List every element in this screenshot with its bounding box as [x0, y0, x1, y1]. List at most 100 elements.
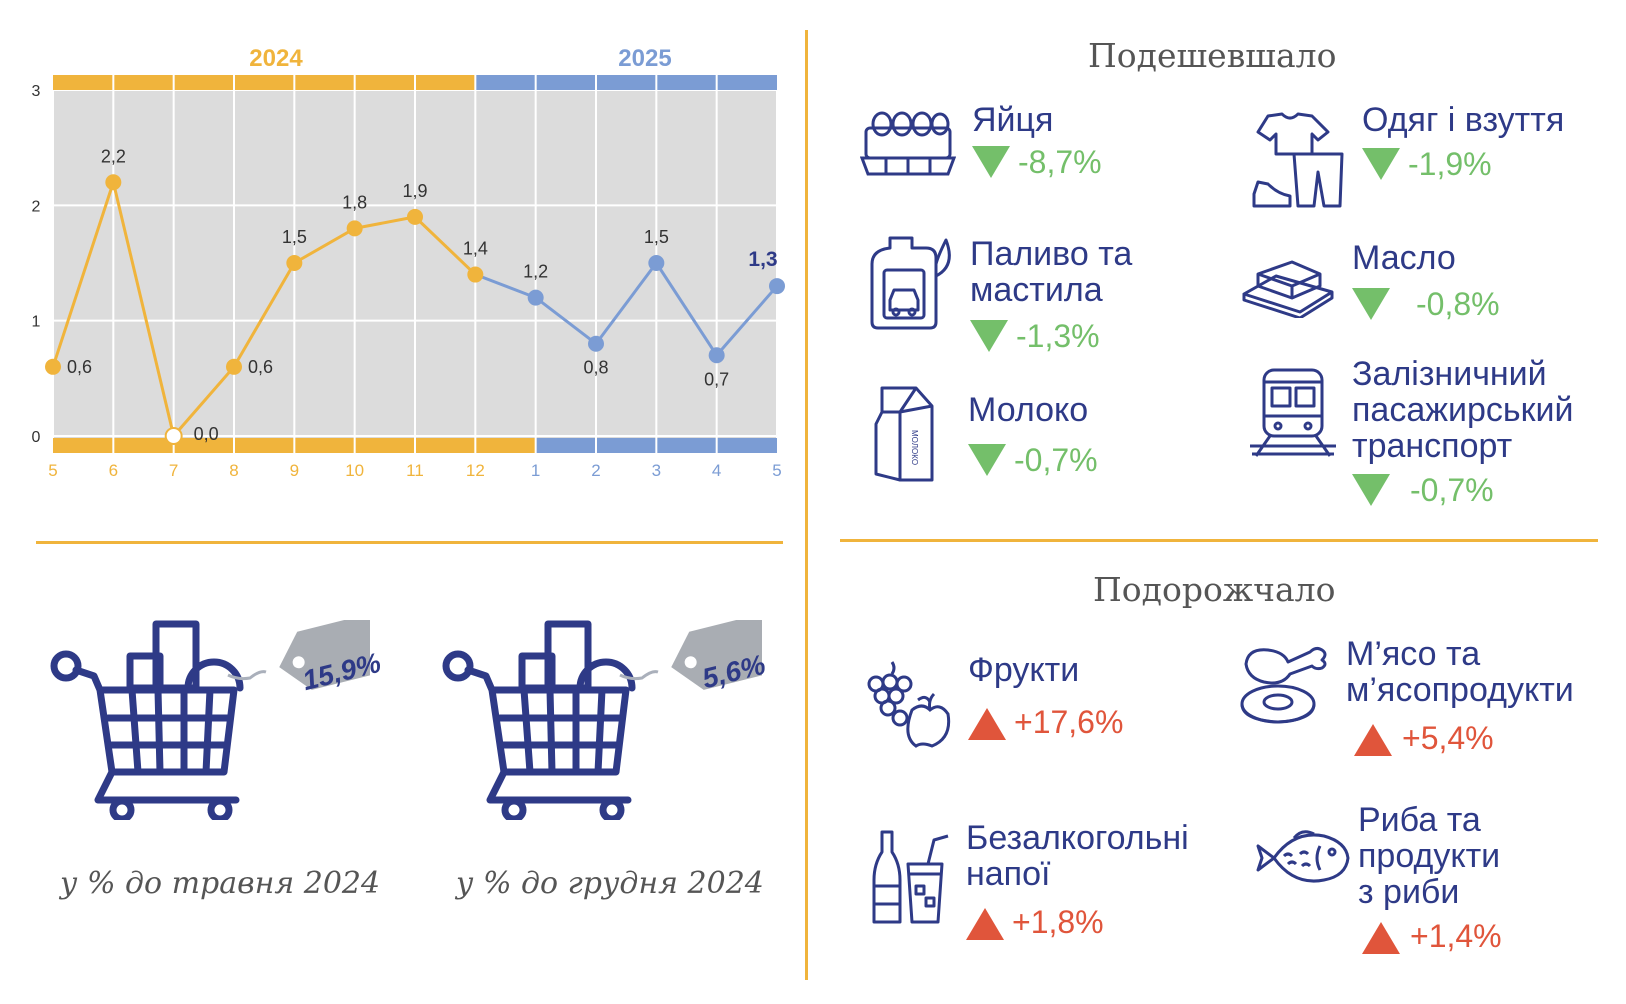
butter-icon	[1242, 260, 1334, 318]
cheaper-item-clothes: Одяг і взуття -1,9%	[1250, 100, 1610, 220]
series-line-segment	[111, 181, 176, 437]
year-band-top-2024	[53, 75, 476, 90]
x-tick-label: 2	[591, 461, 600, 480]
series-line-segment	[293, 227, 356, 265]
fish-icon	[1256, 830, 1350, 883]
data-label: 1,4	[463, 239, 488, 259]
meat-icon	[1240, 646, 1327, 724]
item-name: Фрукти	[968, 651, 1080, 689]
y-tick-labels: 0 1 2 3	[32, 83, 41, 446]
cheaper-item-train: Залізничний пасажирський транспорт -0,7%	[1248, 356, 1618, 516]
cheaper-item-butter: Масло -0,8%	[1240, 238, 1610, 348]
series-line-segment	[413, 215, 477, 276]
left-divider	[36, 541, 783, 544]
data-point	[467, 266, 484, 283]
x-tick-label: 9	[290, 461, 299, 480]
x-tick-label: 7	[169, 461, 178, 480]
down-arrow-icon	[972, 146, 1010, 178]
x-tick-label: 4	[712, 461, 721, 480]
clothes-icon	[1252, 112, 1344, 208]
vertical-divider	[805, 30, 808, 980]
down-arrow-icon	[968, 444, 1006, 476]
item-name: Молоко	[968, 391, 1089, 429]
series-line-segment	[534, 296, 597, 345]
x-tick-label: 5	[48, 461, 57, 480]
series-line-segment	[715, 285, 779, 357]
data-point	[769, 278, 785, 295]
data-point	[407, 208, 423, 225]
item-value: -0,8%	[1416, 286, 1500, 322]
item-value: +17,6%	[1014, 704, 1124, 740]
fruits-icon	[867, 661, 951, 748]
data-label: 1,2	[523, 262, 548, 282]
item-value: -0,7%	[1410, 472, 1494, 508]
data-point	[164, 427, 183, 445]
x-tick-labels: 5 6 7 8 9 10 11 12 1 2 3 4 5	[48, 461, 781, 480]
pricier-item-fish: Риба та продукти з риби +1,4%	[1254, 802, 1624, 962]
data-label: 1,5	[282, 227, 307, 247]
data-label: 0,8	[583, 358, 608, 378]
item-value: -1,3%	[1016, 318, 1100, 354]
pricier-item-fruits: Фрукти +17,6%	[862, 652, 1232, 762]
data-point	[346, 220, 363, 237]
item-name: М’ясо та м’ясопродукти	[1346, 635, 1574, 709]
year-label-2025: 2025	[618, 45, 671, 72]
data-label: 1,9	[402, 181, 427, 201]
series-line-segment	[51, 181, 115, 368]
year-label-2024: 2024	[249, 45, 303, 72]
milk-carton-icon: МОЛОКО	[874, 386, 934, 482]
y-tick-label: 0	[32, 429, 41, 446]
item-name: Риба та продукти з риби	[1358, 801, 1501, 911]
x-tick-label: 6	[109, 461, 118, 480]
x-tick-label: 5	[772, 461, 781, 480]
item-name: Залізничний пасажирський транспорт	[1352, 355, 1574, 465]
pricier-title: Подорожчало	[1093, 570, 1336, 609]
cheaper-title: Подешевшало	[1088, 36, 1337, 75]
item-value: -1,9%	[1408, 146, 1492, 182]
x-tick-label: 3	[652, 461, 661, 480]
item-name: Паливо та мастила	[970, 235, 1133, 309]
y-tick-label: 3	[32, 83, 41, 100]
item-value: +5,4%	[1402, 720, 1494, 756]
series-line-segment	[655, 262, 718, 357]
data-point	[105, 174, 122, 191]
year-band-top-2025	[475, 75, 777, 90]
data-label: 0,7	[704, 369, 729, 389]
series-line-segment	[474, 273, 537, 300]
year-bands	[53, 75, 777, 453]
y-tick-label: 1	[32, 314, 41, 331]
data-point	[286, 255, 303, 271]
shopping-cart-icon	[50, 620, 370, 820]
y-tick-label: 2	[32, 198, 41, 215]
cheaper-item-eggs: Яйця -8,7%	[860, 100, 1240, 210]
down-arrow-icon	[970, 320, 1008, 352]
x-tick-label: 10	[345, 461, 364, 480]
item-name: Безалкогольні напої	[966, 819, 1189, 893]
up-arrow-icon	[1354, 724, 1392, 756]
data-label: 0,6	[67, 357, 92, 377]
fuel-canister-icon	[870, 236, 951, 330]
data-point	[588, 335, 604, 352]
data-label: 1,8	[342, 192, 367, 212]
milk-carton-label: МОЛОКО	[910, 430, 919, 465]
data-point	[226, 358, 242, 375]
pricier-item-drinks: Безалкогольні напої +1,8%	[862, 820, 1242, 950]
year-labels: 2024 2025	[249, 45, 671, 72]
data-label: 1,3	[748, 248, 777, 271]
x-tick-label: 11	[406, 461, 424, 480]
data-point	[708, 347, 725, 364]
series-points	[45, 174, 785, 445]
data-label: 2,2	[101, 146, 126, 166]
cart-block-1: 15,9%	[40, 620, 384, 820]
eggs-icon	[860, 111, 956, 176]
cart-caption-2: у % до грудня 2024	[456, 866, 764, 901]
cheaper-item-fuel: Паливо та мастила -1,3%	[860, 232, 1240, 362]
series-line-segment	[232, 262, 296, 368]
series-line-segment	[594, 262, 658, 345]
train-icon	[1250, 368, 1336, 457]
down-arrow-icon	[1352, 474, 1390, 506]
x-tick-label: 12	[466, 461, 485, 480]
data-labels: 0,6 2,2 0,0 0,6 1,5 1,8 1,9 1,4 1,2 0,8 1,5 0,7 1,3	[67, 146, 778, 444]
cart-block-2: 5,6%	[432, 620, 769, 820]
item-value: -0,7%	[1014, 442, 1098, 478]
